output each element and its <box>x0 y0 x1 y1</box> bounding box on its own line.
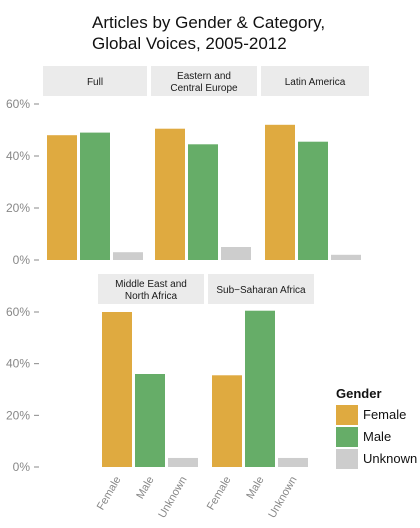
facet-strip <box>98 274 204 304</box>
y-tick-label: 60% <box>6 97 30 111</box>
chart-title-line-1: Articles by Gender & Category, <box>92 13 326 32</box>
panel-1: Full <box>43 66 147 260</box>
legend-swatch-female <box>336 405 358 425</box>
bar-female <box>102 312 132 467</box>
legend: Gender Female Male Unknown <box>336 386 417 469</box>
facet-strip <box>43 66 147 96</box>
bar-unknown <box>331 254 361 260</box>
x-tick-label: Female <box>205 475 234 513</box>
bar-unknown <box>168 457 198 467</box>
facet-label: Central Europe <box>170 83 238 94</box>
facet-label: North Africa <box>125 291 178 302</box>
y-tick-label: 0% <box>13 253 31 267</box>
facet-label: Latin America <box>285 77 346 88</box>
bar-female <box>265 124 295 260</box>
facet-strip <box>208 274 314 304</box>
bar-female <box>47 135 77 260</box>
bar-male <box>188 144 218 260</box>
facet-label: Eastern and <box>177 71 231 82</box>
facet-label: Middle East and <box>115 279 187 290</box>
legend-swatch-unknown <box>336 449 358 469</box>
y-tick-label: 20% <box>6 408 30 422</box>
panel-5: Sub−Saharan Africa Female Male Unknown <box>205 274 314 520</box>
facet-strip <box>261 66 369 96</box>
x-tick-label: Female <box>95 475 124 513</box>
x-tick-label: Unknown <box>266 475 299 521</box>
y-tick-label: 40% <box>6 149 30 163</box>
x-tick-label: Male <box>244 475 266 502</box>
bar-unknown <box>278 457 308 467</box>
legend-entry: Unknown <box>363 451 417 466</box>
y-tick-label: 40% <box>6 357 30 371</box>
bar-unknown <box>113 252 143 260</box>
bar-male <box>80 132 110 260</box>
x-tick-label: Male <box>134 475 156 502</box>
facet-label: Sub−Saharan Africa <box>216 285 306 296</box>
legend-entry: Male <box>363 429 391 444</box>
bar-female <box>155 128 185 260</box>
y-tick-label: 0% <box>13 460 31 474</box>
bar-female <box>212 375 242 467</box>
chart-title-line-2: Global Voices, 2005-2012 <box>92 34 287 53</box>
legend-title: Gender <box>336 386 382 401</box>
legend-entry: Female <box>363 407 406 422</box>
y-tick-label: 20% <box>6 201 30 215</box>
panel-3: Latin America <box>261 66 369 260</box>
chart-title: Articles by Gender & Category, Global Vo… <box>92 12 325 54</box>
facet-strip <box>151 66 257 96</box>
facet-label: Full <box>87 77 103 88</box>
bar-male <box>298 141 328 260</box>
y-tick-label: 60% <box>6 305 30 319</box>
bar-unknown <box>221 247 251 260</box>
x-tick-label: Unknown <box>156 475 189 521</box>
legend-swatch-male <box>336 427 358 447</box>
bar-male <box>135 374 165 467</box>
bar-male <box>245 310 275 467</box>
